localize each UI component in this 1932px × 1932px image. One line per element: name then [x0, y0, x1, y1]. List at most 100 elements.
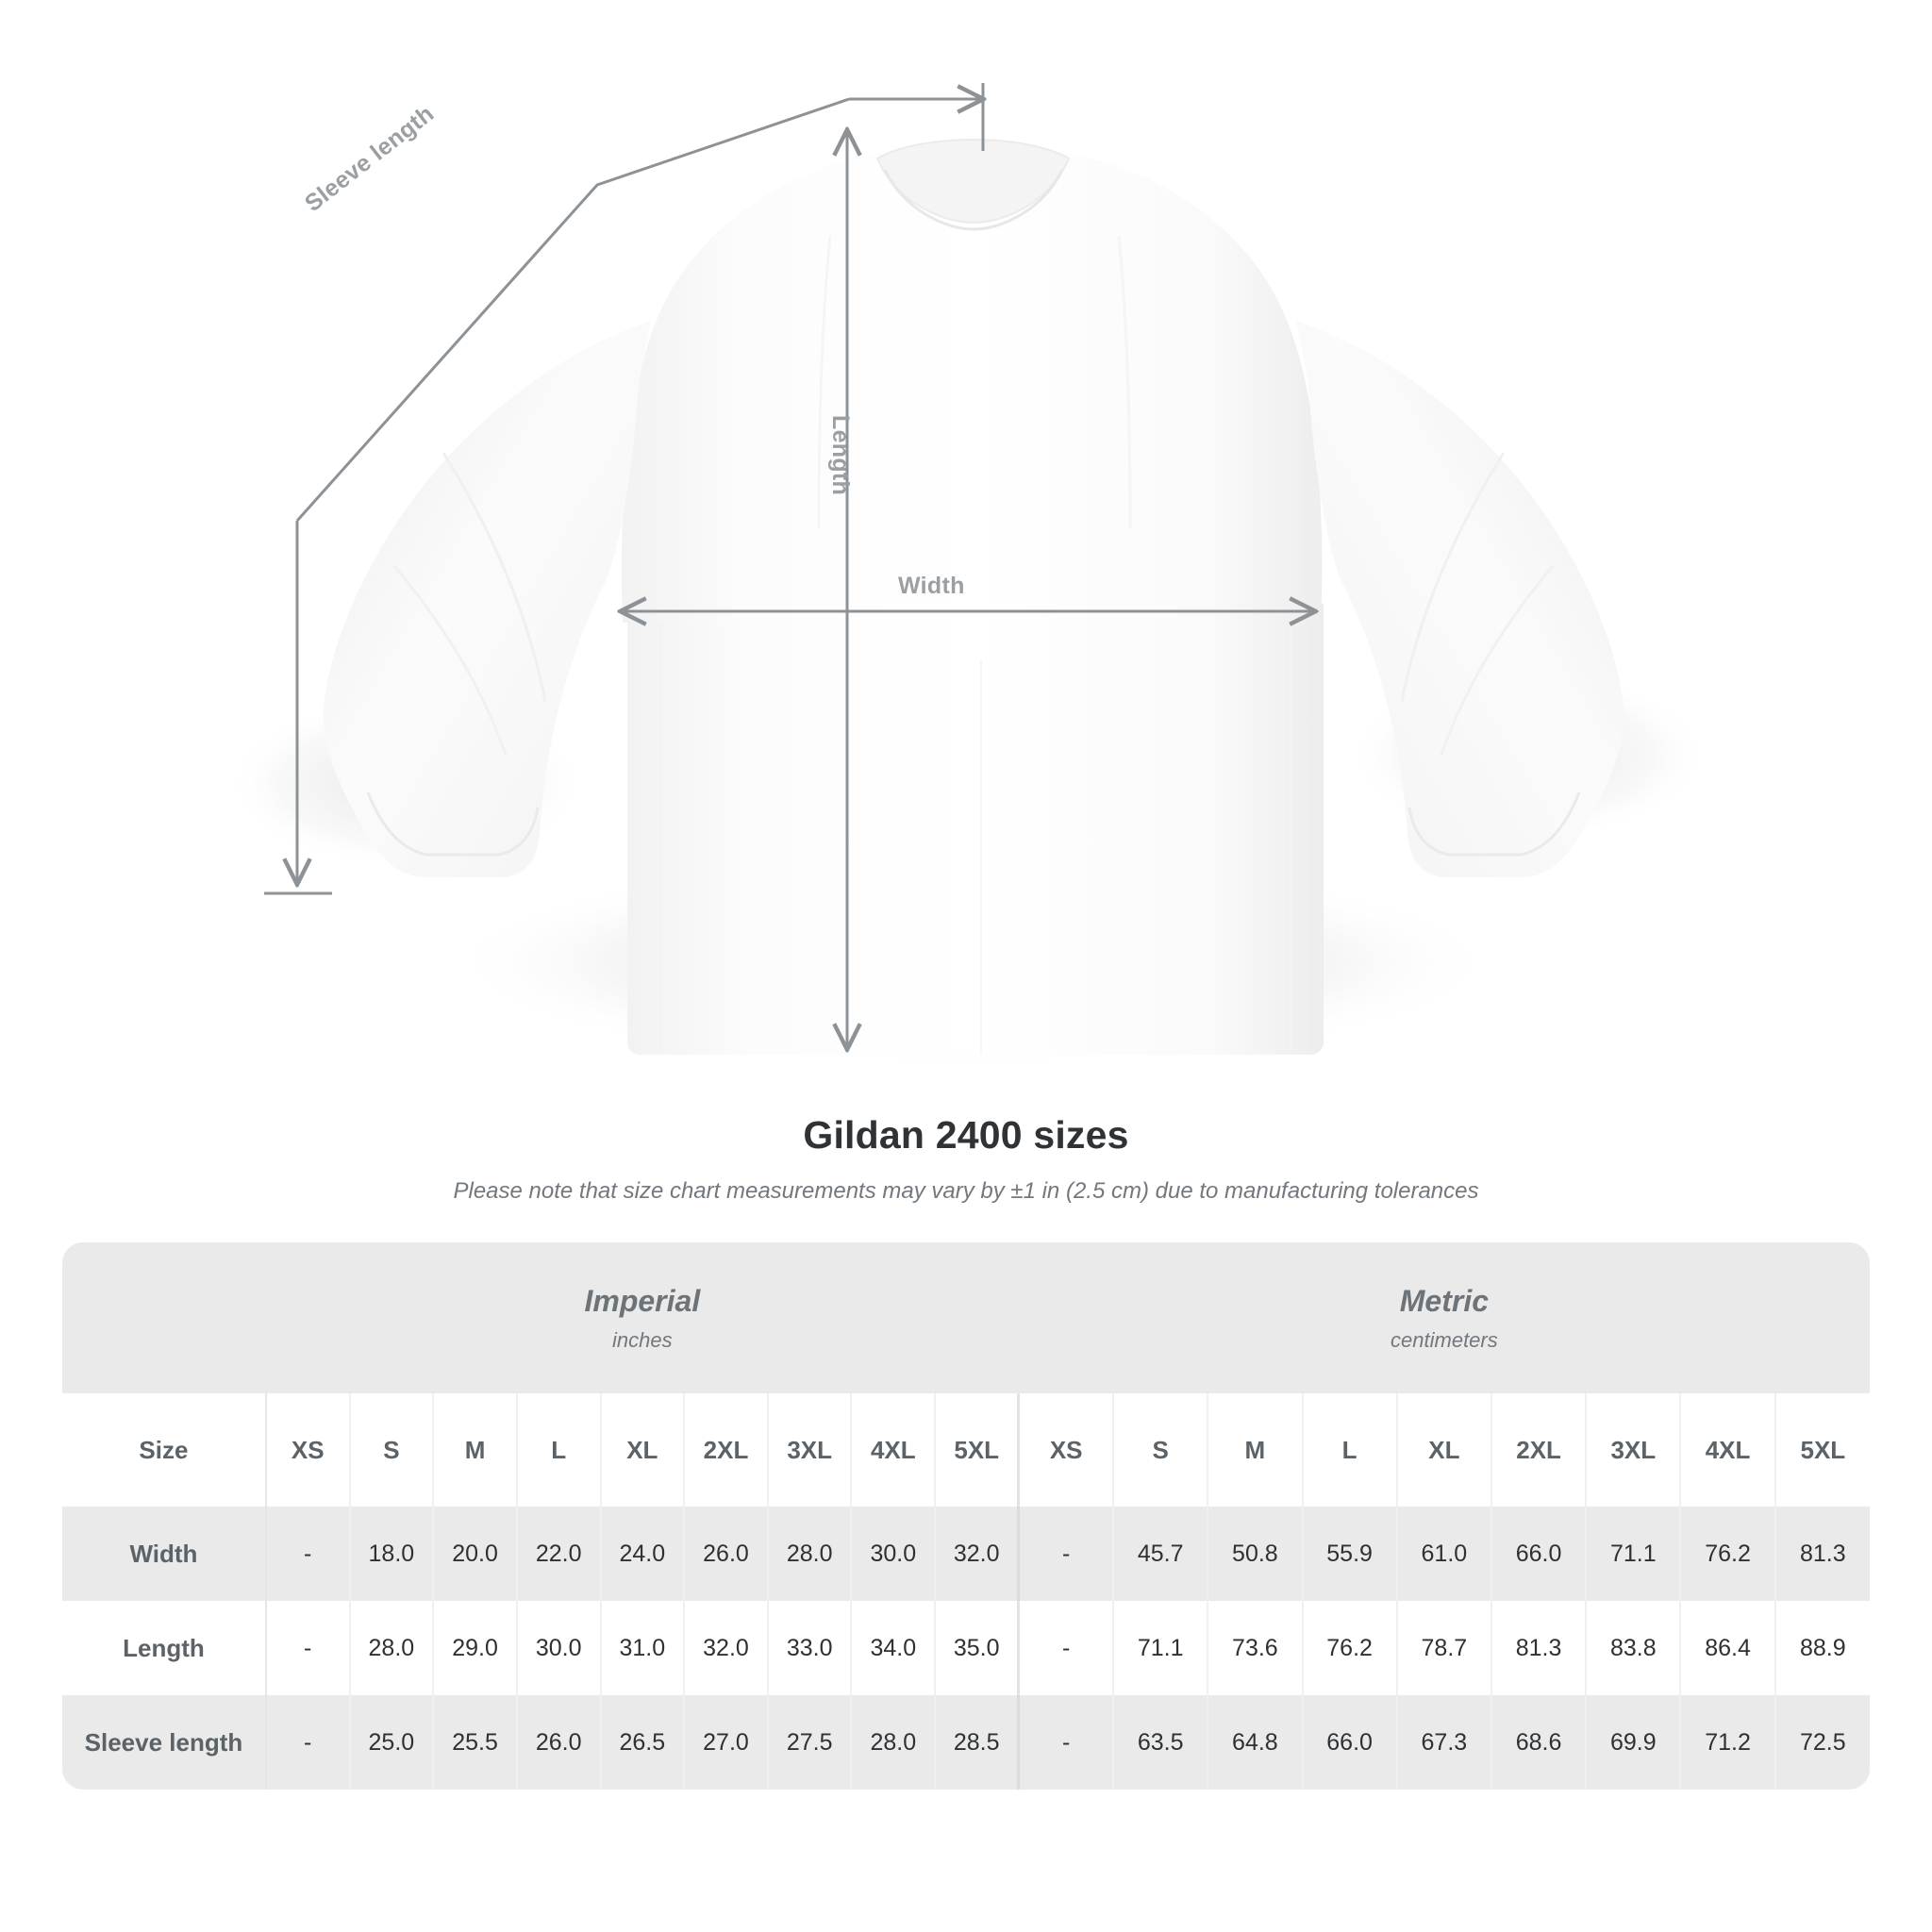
cell-length-met-5xl: 88.9	[1774, 1601, 1870, 1695]
cell-sleeve-met-3xl: 69.9	[1586, 1695, 1682, 1790]
row-label-width: Width	[62, 1507, 267, 1601]
cell-length-imp-xs: -	[265, 1601, 351, 1695]
cell-sleeve-imp-s: 25.0	[349, 1695, 435, 1790]
size-header-imperial-4xl: 4XL	[851, 1393, 937, 1507]
imperial-unit-header: Imperial inches	[265, 1242, 1019, 1393]
size-header-metric-3xl: 3XL	[1586, 1393, 1682, 1507]
cell-sleeve-met-5xl: 72.5	[1774, 1695, 1870, 1790]
size-table-wrap: Imperial inches Metric centimeters Size …	[0, 1242, 1932, 1790]
cell-sleeve-imp-xs: -	[265, 1695, 351, 1790]
cell-width-met-3xl: 71.1	[1586, 1507, 1682, 1601]
cell-width-met-xs: -	[1017, 1507, 1115, 1601]
size-header-imperial-2xl: 2XL	[684, 1393, 769, 1507]
cell-length-imp-5xl: 35.0	[935, 1601, 1020, 1695]
cell-sleeve-met-xl: 67.3	[1396, 1695, 1492, 1790]
size-header-imperial-xs: XS	[265, 1393, 351, 1507]
row-label-sleeve-length: Sleeve length	[62, 1695, 267, 1790]
cell-sleeve-met-m: 64.8	[1208, 1695, 1304, 1790]
cell-width-imp-5xl: 32.0	[935, 1507, 1020, 1601]
cell-sleeve-met-l: 66.0	[1302, 1695, 1398, 1790]
cell-length-met-xl: 78.7	[1396, 1601, 1492, 1695]
garment-drawing	[226, 83, 1707, 1066]
page-subtitle: Please note that size chart measurements…	[453, 1178, 1479, 1204]
cell-length-met-3xl: 83.8	[1586, 1601, 1682, 1695]
size-header-metric-l: L	[1302, 1393, 1398, 1507]
metric-unit-header: Metric centimeters	[1018, 1242, 1870, 1393]
cell-length-imp-4xl: 34.0	[851, 1601, 937, 1695]
metric-unit-name: Metric	[1399, 1283, 1490, 1318]
length-label: Length	[827, 415, 854, 496]
cell-width-imp-3xl: 28.0	[767, 1507, 853, 1601]
size-header-imperial-m: M	[433, 1393, 518, 1507]
cell-width-met-2xl: 66.0	[1491, 1507, 1588, 1601]
size-header-metric-2xl: 2XL	[1491, 1393, 1588, 1507]
cell-width-imp-l: 22.0	[516, 1507, 602, 1601]
cell-width-imp-4xl: 30.0	[851, 1507, 937, 1601]
shirt-yoke	[621, 147, 1323, 623]
size-header-metric-4xl: 4XL	[1680, 1393, 1776, 1507]
size-header-metric-5xl: 5XL	[1774, 1393, 1870, 1507]
cell-width-imp-2xl: 26.0	[684, 1507, 769, 1601]
size-header-metric-m: M	[1208, 1393, 1304, 1507]
table-row: Width - 18.0 20.0 22.0 24.0 26.0 28.0 30…	[62, 1507, 1870, 1601]
size-header-imperial-l: L	[516, 1393, 602, 1507]
cell-width-met-l: 55.9	[1302, 1507, 1398, 1601]
page-title: Gildan 2400 sizes	[803, 1113, 1129, 1157]
cell-width-met-m: 50.8	[1208, 1507, 1304, 1601]
collar-inner-seam	[883, 169, 1064, 231]
sleeve-length-dimension	[264, 83, 983, 895]
title-block: Gildan 2400 sizes Please note that size …	[0, 1113, 1932, 1205]
size-header-imperial-s: S	[349, 1393, 435, 1507]
cell-length-met-xs: -	[1017, 1601, 1115, 1695]
width-label: Width	[898, 573, 965, 599]
imperial-unit-sub: inches	[612, 1327, 673, 1352]
cell-length-imp-l: 30.0	[516, 1601, 602, 1695]
left-sleeve	[323, 321, 651, 877]
size-table: Imperial inches Metric centimeters Size …	[62, 1242, 1870, 1790]
cell-length-met-4xl: 86.4	[1680, 1601, 1776, 1695]
cell-width-met-5xl: 81.3	[1774, 1507, 1870, 1601]
garment-illustration: Sleeve length Length Width	[226, 83, 1707, 1066]
size-header-imperial-3xl: 3XL	[767, 1393, 853, 1507]
row-label-length: Length	[62, 1601, 267, 1695]
unit-header-row: Imperial inches Metric centimeters	[62, 1242, 1870, 1393]
table-row: Sleeve length - 25.0 25.5 26.0 26.5 27.0…	[62, 1695, 1870, 1790]
size-header-metric-xs: XS	[1017, 1393, 1115, 1507]
cell-sleeve-imp-3xl: 27.5	[767, 1695, 853, 1790]
size-header-imperial-xl: XL	[600, 1393, 686, 1507]
cell-length-imp-3xl: 33.0	[767, 1601, 853, 1695]
cell-sleeve-imp-m: 25.5	[433, 1695, 518, 1790]
imperial-unit-name: Imperial	[584, 1283, 701, 1318]
unit-header-spacer	[62, 1242, 266, 1393]
cell-width-met-4xl: 76.2	[1680, 1507, 1776, 1601]
cell-width-imp-m: 20.0	[433, 1507, 518, 1601]
cell-length-met-l: 76.2	[1302, 1601, 1398, 1695]
cell-length-imp-m: 29.0	[433, 1601, 518, 1695]
cell-width-imp-xs: -	[265, 1507, 351, 1601]
cell-width-imp-s: 18.0	[349, 1507, 435, 1601]
right-cuff-seam	[1407, 791, 1581, 857]
cell-length-met-2xl: 81.3	[1491, 1601, 1588, 1695]
size-header-metric-s: S	[1113, 1393, 1209, 1507]
size-header-row: Size XS S M L XL 2XL 3XL 4XL 5XL XS S M …	[62, 1393, 1870, 1507]
collar	[875, 138, 1071, 225]
shirt-body	[627, 604, 1324, 1055]
cell-sleeve-imp-l: 26.0	[516, 1695, 602, 1790]
right-sleeve	[1296, 321, 1624, 877]
cell-sleeve-met-2xl: 68.6	[1491, 1695, 1588, 1790]
metric-unit-sub: centimeters	[1391, 1327, 1498, 1352]
cell-width-met-xl: 61.0	[1396, 1507, 1492, 1601]
cell-sleeve-imp-xl: 26.5	[600, 1695, 686, 1790]
cell-length-met-m: 73.6	[1208, 1601, 1304, 1695]
cell-width-imp-xl: 24.0	[600, 1507, 686, 1601]
cell-sleeve-met-4xl: 71.2	[1680, 1695, 1776, 1790]
cell-length-met-s: 71.1	[1113, 1601, 1209, 1695]
cell-sleeve-imp-4xl: 28.0	[851, 1695, 937, 1790]
cell-sleeve-met-s: 63.5	[1113, 1695, 1209, 1790]
cell-sleeve-imp-2xl: 27.0	[684, 1695, 769, 1790]
size-header-metric-xl: XL	[1396, 1393, 1492, 1507]
cell-length-imp-2xl: 32.0	[684, 1601, 769, 1695]
cell-length-imp-s: 28.0	[349, 1601, 435, 1695]
size-header-label: Size	[62, 1393, 267, 1507]
